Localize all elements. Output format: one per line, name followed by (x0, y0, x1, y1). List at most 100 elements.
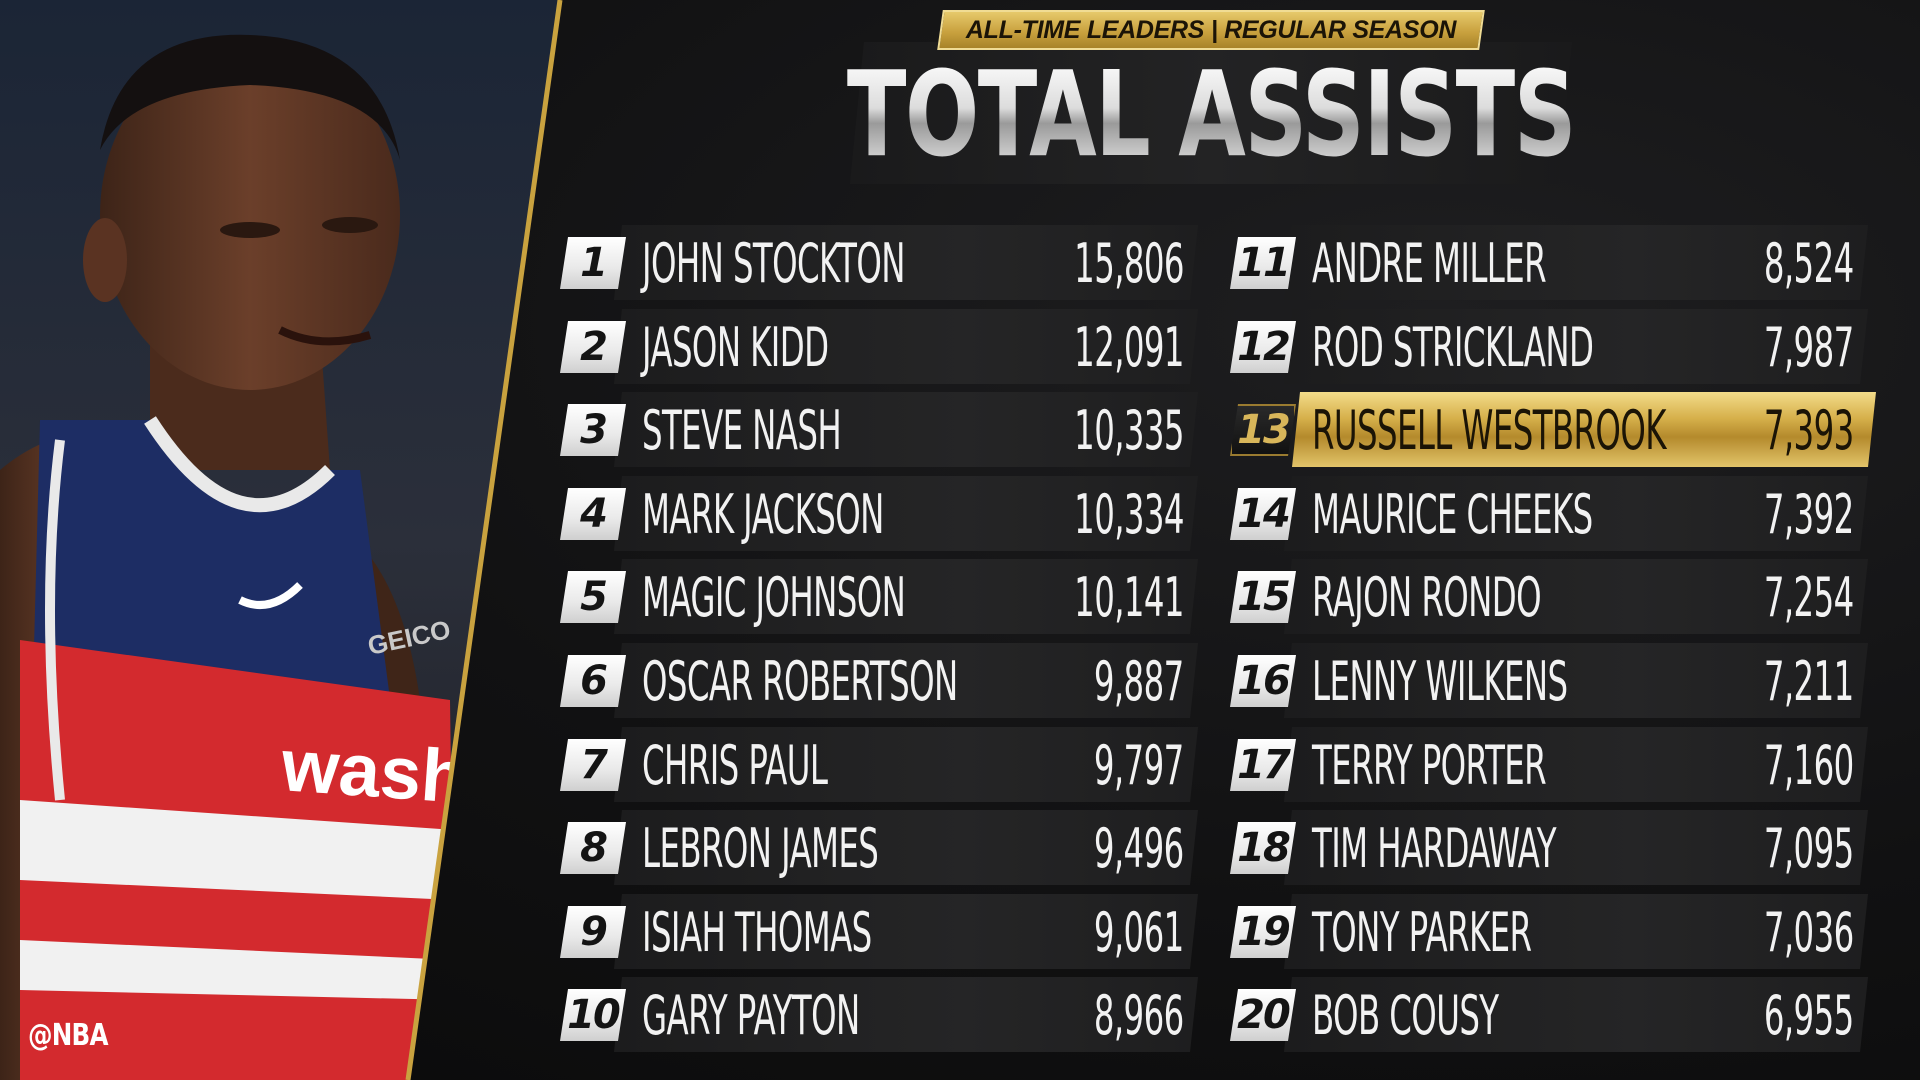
player-name: TERRY PORTER (1312, 733, 1547, 797)
player-name: RUSSELL WESTBROOK (1312, 398, 1666, 462)
leader-row-bar (1284, 559, 1868, 634)
rank-number: 20 (1237, 992, 1289, 1038)
assists-value-cell: 7,160 (1654, 734, 1854, 797)
rank-badge: 4 (560, 488, 626, 540)
player-name-cell: MAGIC JOHNSON (642, 566, 1102, 629)
player-name-cell: RUSSELL WESTBROOK (1312, 398, 1772, 462)
assists-value-cell: 7,254 (1654, 566, 1854, 629)
page-title-box: TOTAL ASSISTS (847, 44, 1577, 184)
assists-value: 10,334 (1074, 482, 1184, 546)
rank-badge: 11 (1230, 237, 1296, 289)
rank-number: 8 (580, 825, 606, 871)
player-name: JASON KIDD (642, 315, 829, 379)
leader-row: 16 LENNY WILKENS 7,211 (1228, 643, 1868, 718)
leader-row: 17 TERRY PORTER 7,160 (1228, 727, 1868, 802)
leader-row-bar (1284, 643, 1868, 718)
rank-badge: 20 (1230, 989, 1296, 1041)
leader-row: 2 JASON KIDD 12,091 (558, 309, 1198, 384)
leader-row-bar (614, 727, 1198, 802)
leader-row-bar (1284, 894, 1868, 969)
assists-value-cell: 9,061 (984, 901, 1184, 964)
leader-row-highlighted: 13 RUSSELL WESTBROOK 7,393 (1228, 392, 1868, 467)
player-name-cell: RAJON RONDO (1312, 566, 1772, 629)
leader-row-bar (1284, 225, 1868, 300)
rank-badge: 9 (560, 906, 626, 958)
player-name-cell: TONY PARKER (1312, 900, 1772, 964)
assists-value-cell: 7,211 (1654, 649, 1854, 713)
leader-row-bar (614, 225, 1198, 300)
rank-badge: 1 (560, 237, 626, 289)
leader-row: 12 ROD STRICKLAND 7,987 (1228, 309, 1868, 384)
leader-row-bar (614, 643, 1198, 718)
rank-number: 7 (580, 742, 606, 788)
rank-badge: 14 (1230, 488, 1296, 540)
player-name-cell: LEBRON JAMES (642, 816, 1102, 880)
leader-row-bar (614, 977, 1198, 1052)
player-name: TONY PARKER (1312, 900, 1532, 964)
assists-value: 10,141 (1074, 565, 1184, 629)
rank-number: 4 (580, 491, 606, 537)
rank-number: 17 (1237, 742, 1289, 788)
assists-value-cell: 9,887 (984, 649, 1184, 713)
assists-value: 7,392 (1764, 482, 1854, 546)
page-title: TOTAL ASSISTS (846, 45, 1577, 183)
assists-value-cell: 10,335 (984, 399, 1184, 462)
leader-row-bar (614, 810, 1198, 885)
assists-value-cell: 9,797 (984, 734, 1184, 797)
assists-value: 7,393 (1764, 398, 1854, 462)
assists-value-cell: 8,524 (1654, 231, 1854, 295)
rank-badge: 13 (1230, 404, 1296, 456)
player-name: ANDRE MILLER (1312, 231, 1547, 295)
player-name-cell: GARY PAYTON (642, 984, 1102, 1047)
rank-number: 3 (580, 407, 606, 453)
assists-value-cell: 9,496 (984, 817, 1184, 880)
assists-value-cell: 7,095 (1654, 816, 1854, 880)
player-name: MAURICE CHEEKS (1312, 482, 1593, 546)
player-name-cell: ISIAH THOMAS (642, 901, 1102, 964)
player-name-cell: LENNY WILKENS (1312, 650, 1772, 713)
assists-value: 8,524 (1764, 231, 1854, 295)
leader-row: 4 MARK JACKSON 10,334 (558, 476, 1198, 551)
leader-row: 9 ISIAH THOMAS 9,061 (558, 894, 1198, 969)
assists-value-cell: 15,806 (984, 231, 1184, 295)
assists-value: 7,095 (1764, 816, 1854, 880)
leader-row-bar (1292, 392, 1876, 467)
player-name-cell: JASON KIDD (642, 315, 1102, 379)
rank-number: 19 (1237, 909, 1289, 955)
rank-number: 1 (580, 240, 606, 286)
leader-row: 14 MAURICE CHEEKS 7,392 (1228, 476, 1868, 551)
assists-value: 15,806 (1074, 231, 1184, 295)
assists-value: 12,091 (1074, 315, 1184, 379)
assists-value-cell: 12,091 (984, 315, 1184, 379)
player-name: CHRIS PAUL (642, 733, 828, 797)
leader-row-bar (614, 476, 1198, 551)
player-name: OSCAR ROBERTSON (642, 649, 958, 713)
leader-row: 10 GARY PAYTON 8,966 (558, 977, 1198, 1052)
player-name-cell: JOHN STOCKTON (642, 232, 1102, 295)
rank-number: 6 (580, 658, 606, 704)
assists-value: 7,211 (1764, 649, 1854, 713)
assists-value-cell: 8,966 (984, 984, 1184, 1047)
player-name-cell: TIM HARDAWAY (1312, 817, 1772, 880)
rank-badge: 12 (1230, 321, 1296, 373)
leader-row: 11 ANDRE MILLER 8,524 (1228, 225, 1868, 300)
player-name-cell: TERRY PORTER (1312, 733, 1772, 797)
rank-number: 16 (1237, 658, 1289, 704)
leader-row: 20 BOB COUSY 6,955 (1228, 977, 1868, 1052)
header-plate (850, 42, 1572, 184)
leader-row-bar (614, 559, 1198, 634)
assists-value: 9,887 (1094, 649, 1184, 713)
player-name-cell: MARK JACKSON (642, 482, 1102, 546)
assists-value-cell: 7,393 (1654, 398, 1854, 462)
leader-row-bar (614, 894, 1198, 969)
player-name: LEBRON JAMES (642, 816, 879, 880)
leader-row: 19 TONY PARKER 7,036 (1228, 894, 1868, 969)
rank-badge: 19 (1230, 906, 1296, 958)
rank-number: 10 (567, 992, 619, 1038)
assists-value: 6,955 (1764, 983, 1854, 1047)
player-name: BOB COUSY (1312, 983, 1499, 1047)
assists-value-cell: 10,141 (984, 565, 1184, 629)
rank-number: 11 (1237, 240, 1289, 286)
player-name-cell: OSCAR ROBERTSON (642, 649, 1102, 713)
player-name: MARK JACKSON (642, 482, 884, 546)
